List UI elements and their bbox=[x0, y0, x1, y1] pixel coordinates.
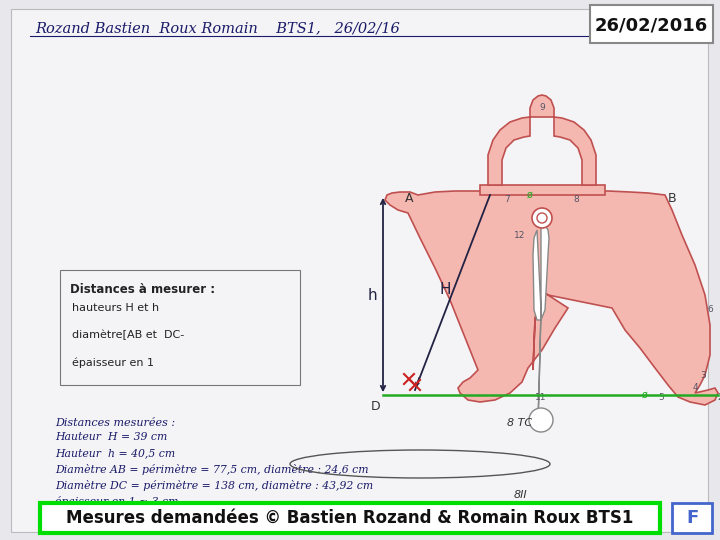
Polygon shape bbox=[385, 191, 718, 405]
Text: Hauteur  H = 39 cm: Hauteur H = 39 cm bbox=[55, 432, 167, 442]
Text: F: F bbox=[686, 509, 698, 527]
Text: Diamètre AB = périmètre = 77,5 cm, diamètre : 24,6 cm: Diamètre AB = périmètre = 77,5 cm, diamè… bbox=[55, 464, 369, 475]
Text: 4: 4 bbox=[692, 383, 698, 393]
Text: 6: 6 bbox=[707, 306, 713, 314]
Text: 8 TC: 8 TC bbox=[508, 418, 533, 428]
FancyBboxPatch shape bbox=[672, 503, 712, 533]
Circle shape bbox=[532, 208, 552, 228]
Text: épaisseur en 1: épaisseur en 1 bbox=[72, 357, 154, 368]
Text: épaisseur en 1 ≈ 3 cm: épaisseur en 1 ≈ 3 cm bbox=[55, 496, 179, 507]
Text: 5: 5 bbox=[658, 394, 664, 402]
Text: B: B bbox=[668, 192, 677, 205]
Text: 3: 3 bbox=[700, 370, 706, 380]
Text: D: D bbox=[370, 400, 380, 413]
Text: 2: 2 bbox=[717, 394, 720, 402]
Text: 10: 10 bbox=[536, 215, 548, 225]
Text: ø: ø bbox=[527, 190, 533, 200]
Circle shape bbox=[529, 408, 553, 432]
Text: ø: ø bbox=[642, 390, 648, 400]
Text: A: A bbox=[405, 192, 413, 205]
Polygon shape bbox=[480, 185, 605, 195]
Text: 12: 12 bbox=[514, 231, 526, 240]
Text: 8: 8 bbox=[573, 195, 579, 205]
Polygon shape bbox=[488, 95, 596, 185]
Text: H: H bbox=[439, 282, 451, 298]
Text: 9: 9 bbox=[539, 103, 545, 111]
Text: Diamètre DC = périmètre = 138 cm, diamètre : 43,92 cm: Diamètre DC = périmètre = 138 cm, diamèt… bbox=[55, 480, 373, 491]
FancyBboxPatch shape bbox=[590, 5, 713, 43]
Text: h: h bbox=[367, 287, 377, 302]
Text: diamètre[AB et  DC-: diamètre[AB et DC- bbox=[72, 330, 184, 340]
Text: 11: 11 bbox=[535, 394, 546, 402]
Text: 26/02/2016: 26/02/2016 bbox=[595, 17, 708, 35]
Text: Mesures demandées © Bastien Rozand & Romain Roux BTS1: Mesures demandées © Bastien Rozand & Rom… bbox=[66, 509, 634, 527]
Text: hauteurs H et h: hauteurs H et h bbox=[72, 303, 159, 313]
Text: 7: 7 bbox=[504, 195, 510, 205]
Text: 8II: 8II bbox=[513, 490, 527, 500]
Text: Distances mesurées :: Distances mesurées : bbox=[55, 418, 175, 428]
FancyBboxPatch shape bbox=[40, 503, 660, 533]
Text: Distances à mesurer :: Distances à mesurer : bbox=[70, 283, 215, 296]
Polygon shape bbox=[533, 225, 549, 420]
Text: Rozand Bastien  Roux Romain    BTS1,   26/02/16: Rozand Bastien Roux Romain BTS1, 26/02/1… bbox=[35, 21, 400, 35]
Text: Hauteur  h = 40,5 cm: Hauteur h = 40,5 cm bbox=[55, 448, 175, 458]
